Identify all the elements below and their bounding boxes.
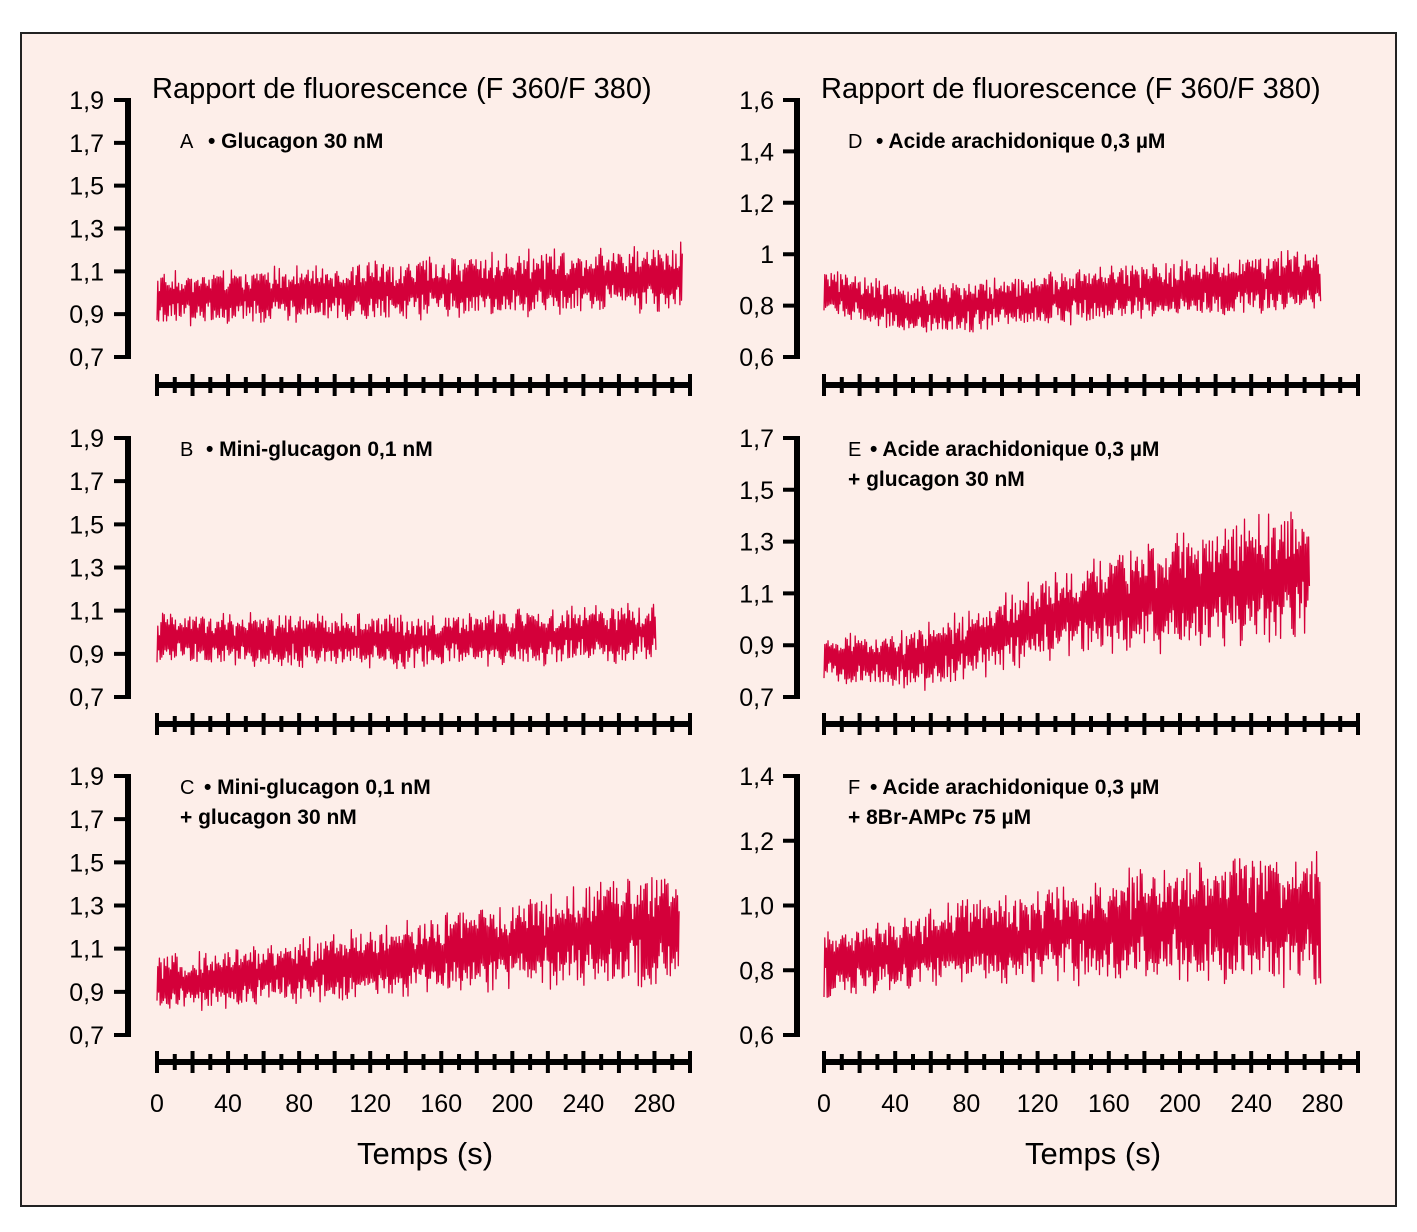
y-tick-label-f: 0,8 <box>739 957 774 985</box>
panel-letter-d: D <box>848 131 862 153</box>
y-tick-label-c: 1,7 <box>69 806 104 834</box>
panel-letter-c: C <box>180 777 194 799</box>
y-tick-label-a: 0,9 <box>69 301 104 329</box>
y-tick-label-c: 0,7 <box>69 1022 104 1050</box>
x-tick-label-c: 240 <box>563 1090 605 1118</box>
y-tick-label-e: 0,9 <box>739 632 774 660</box>
x-tick-label-c: 280 <box>634 1090 676 1118</box>
panel-b: 0,7 0,9 1,1 1,3 1,5 1,7 1,9 B • Mini-glucagon 0,… <box>69 425 692 735</box>
x-tick-label-f: 280 <box>1302 1090 1344 1118</box>
x-tick-label-f: 160 <box>1088 1090 1130 1118</box>
y-tick-label-b: 0,7 <box>69 684 104 712</box>
x-tick-label-f: 80 <box>952 1090 980 1118</box>
y-tick-label-d: 1 <box>760 241 774 269</box>
x-tick-label-f: 120 <box>1017 1090 1059 1118</box>
y-tick-label-e: 1,3 <box>739 529 774 557</box>
panel-f: 0,6 0,8 1,0 1,2 1,4 0 40 80 120 160 200 240 280 F • Ac… <box>739 763 1360 1118</box>
panel-letter-a: A <box>180 131 194 153</box>
y-tick-label-a: 1,5 <box>69 173 104 201</box>
y-tick-label-c: 1,9 <box>69 763 104 791</box>
panel-letter-b: B <box>180 439 193 461</box>
panel-condition-a: • Glucagon 30 nM <box>208 130 383 153</box>
y-tick-label-e: 1,7 <box>739 425 774 453</box>
panel-condition-e: • Acide arachidonique 0,3 µM <box>870 438 1159 461</box>
panel-a: 0,7 0,9 1,1 1,3 1,5 1,7 1,9 A • Glucagon 30 nM <box>69 87 692 396</box>
y-tick-label-f: 1,4 <box>739 763 774 791</box>
x-tick-label-f: 240 <box>1230 1090 1272 1118</box>
x-tick-label-f: 200 <box>1159 1090 1201 1118</box>
y-tick-label-b: 0,9 <box>69 641 104 669</box>
panel-condition-c: • Mini-glucagon 0,1 nM <box>204 776 431 799</box>
panel-letter-f: F <box>848 777 860 799</box>
trace-c <box>156 877 680 1012</box>
panel-letter-e: E <box>848 439 861 461</box>
y-axis-title-left: Rapport de fluorescence (F 360/F 380) <box>152 73 652 105</box>
x-tick-label-c: 80 <box>285 1090 313 1118</box>
trace-d <box>823 250 1322 333</box>
y-tick-label-b: 1,1 <box>69 598 104 626</box>
panels: 0,70,91,11,31,51,71,9A • Glucagon 30 nM0,… <box>69 87 1360 1118</box>
y-tick-label-e: 1,1 <box>739 580 774 608</box>
x-tick-label-c: 0 <box>150 1090 164 1118</box>
y-tick-label-b: 1,3 <box>69 555 104 583</box>
y-tick-label-b: 1,9 <box>69 425 104 453</box>
panel-condition-b: • Mini-glucagon 0,1 nM <box>206 438 433 461</box>
trace-f <box>823 851 1322 998</box>
x-axis-title-right: Temps (s) <box>1025 1136 1161 1171</box>
y-tick-label-f: 1,2 <box>739 828 774 856</box>
y-tick-label-a: 1,1 <box>69 258 104 286</box>
y-tick-label-d: 1,6 <box>739 87 774 115</box>
y-tick-label-f: 1,0 <box>739 893 774 921</box>
y-tick-label-f: 0,6 <box>739 1022 774 1050</box>
panel-condition-d: • Acide arachidonique 0,3 µM <box>876 130 1165 153</box>
panel-condition-f: + 8Br-AMPc 75 µM <box>848 806 1031 829</box>
y-tick-label-b: 1,5 <box>69 511 104 539</box>
trace-e <box>823 511 1311 691</box>
y-tick-label-d: 0,8 <box>739 293 774 321</box>
y-tick-label-a: 1,3 <box>69 216 104 244</box>
trace-b <box>156 602 657 670</box>
x-tick-label-f: 0 <box>817 1090 831 1118</box>
panel-d: 0,6 0,8 1 1,2 1,4 1,6 D • Acide arachidonique 0… <box>739 87 1360 396</box>
x-tick-label-f: 40 <box>881 1090 909 1118</box>
trace-a <box>156 241 683 327</box>
x-tick-label-c: 120 <box>349 1090 391 1118</box>
y-tick-label-b: 1,7 <box>69 468 104 496</box>
panel-e: 0,7 0,9 1,1 1,3 1,5 1,7 E • Acide arachidonique… <box>739 425 1360 735</box>
y-tick-label-e: 0,7 <box>739 684 774 712</box>
y-tick-label-a: 0,7 <box>69 344 104 372</box>
x-axis-title-left: Temps (s) <box>357 1136 493 1171</box>
x-tick-label-c: 160 <box>420 1090 462 1118</box>
y-tick-label-e: 1,5 <box>739 477 774 505</box>
y-tick-label-c: 0,9 <box>69 979 104 1007</box>
panel-c: 0,7 0,9 1,1 1,3 1,5 1,7 1,9 0 40 80 120 160 200 240 28… <box>69 763 692 1118</box>
y-tick-label-c: 1,1 <box>69 936 104 964</box>
x-tick-label-c: 200 <box>491 1090 533 1118</box>
y-tick-label-d: 1,2 <box>739 190 774 218</box>
panel-condition-f: • Acide arachidonique 0,3 µM <box>870 776 1159 799</box>
y-tick-label-d: 0,6 <box>739 344 774 372</box>
y-tick-label-d: 1,4 <box>739 138 774 166</box>
panel-condition-c: + glucagon 30 nM <box>180 806 357 829</box>
y-tick-label-a: 1,9 <box>69 87 104 115</box>
x-tick-label-c: 40 <box>214 1090 242 1118</box>
y-tick-label-a: 1,7 <box>69 130 104 158</box>
y-tick-label-c: 1,3 <box>69 893 104 921</box>
y-tick-label-c: 1,5 <box>69 849 104 877</box>
y-axis-title-right: Rapport de fluorescence (F 360/F 380) <box>821 73 1321 105</box>
panel-condition-e: + glucagon 30 nM <box>848 468 1025 491</box>
